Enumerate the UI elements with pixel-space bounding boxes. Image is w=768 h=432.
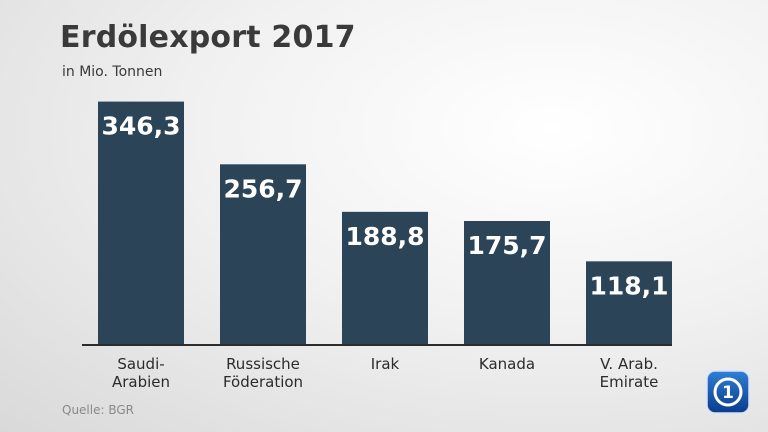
bar-value-label-4: 118,1 <box>589 271 668 300</box>
bar-4 <box>586 261 672 344</box>
category-label-3: Kanada <box>479 355 535 373</box>
bar-2 <box>342 211 428 344</box>
svg-text:1: 1 <box>722 383 734 403</box>
bar-value-label-1: 256,7 <box>223 174 302 203</box>
category-label-2: Irak <box>371 355 400 373</box>
category-label-4: V. Arab. Emirate <box>600 355 659 391</box>
bar-0 <box>98 101 184 344</box>
chart-subtitle: in Mio. Tonnen <box>62 64 163 80</box>
bars-group: 346,3 256,7 188,8 175,7 118,1 <box>98 101 672 344</box>
tagesschau-logo-icon: 1 <box>706 370 750 414</box>
category-label-0: Saudi-Arabien <box>112 355 170 391</box>
source-note: Quelle: BGR <box>62 403 134 417</box>
bar-value-label-2: 188,8 <box>345 222 424 251</box>
chart-title: Erdölexport 2017 <box>60 20 356 55</box>
bar-1 <box>220 164 306 344</box>
category-label-1: Russische Föderation <box>223 355 303 391</box>
bar-3 <box>464 221 550 344</box>
category-labels-group: Saudi-Arabien Russische Föderation Irak Kana… <box>112 355 658 391</box>
bar-value-label-0: 346,3 <box>101 112 180 141</box>
bar-value-label-3: 175,7 <box>467 231 546 260</box>
